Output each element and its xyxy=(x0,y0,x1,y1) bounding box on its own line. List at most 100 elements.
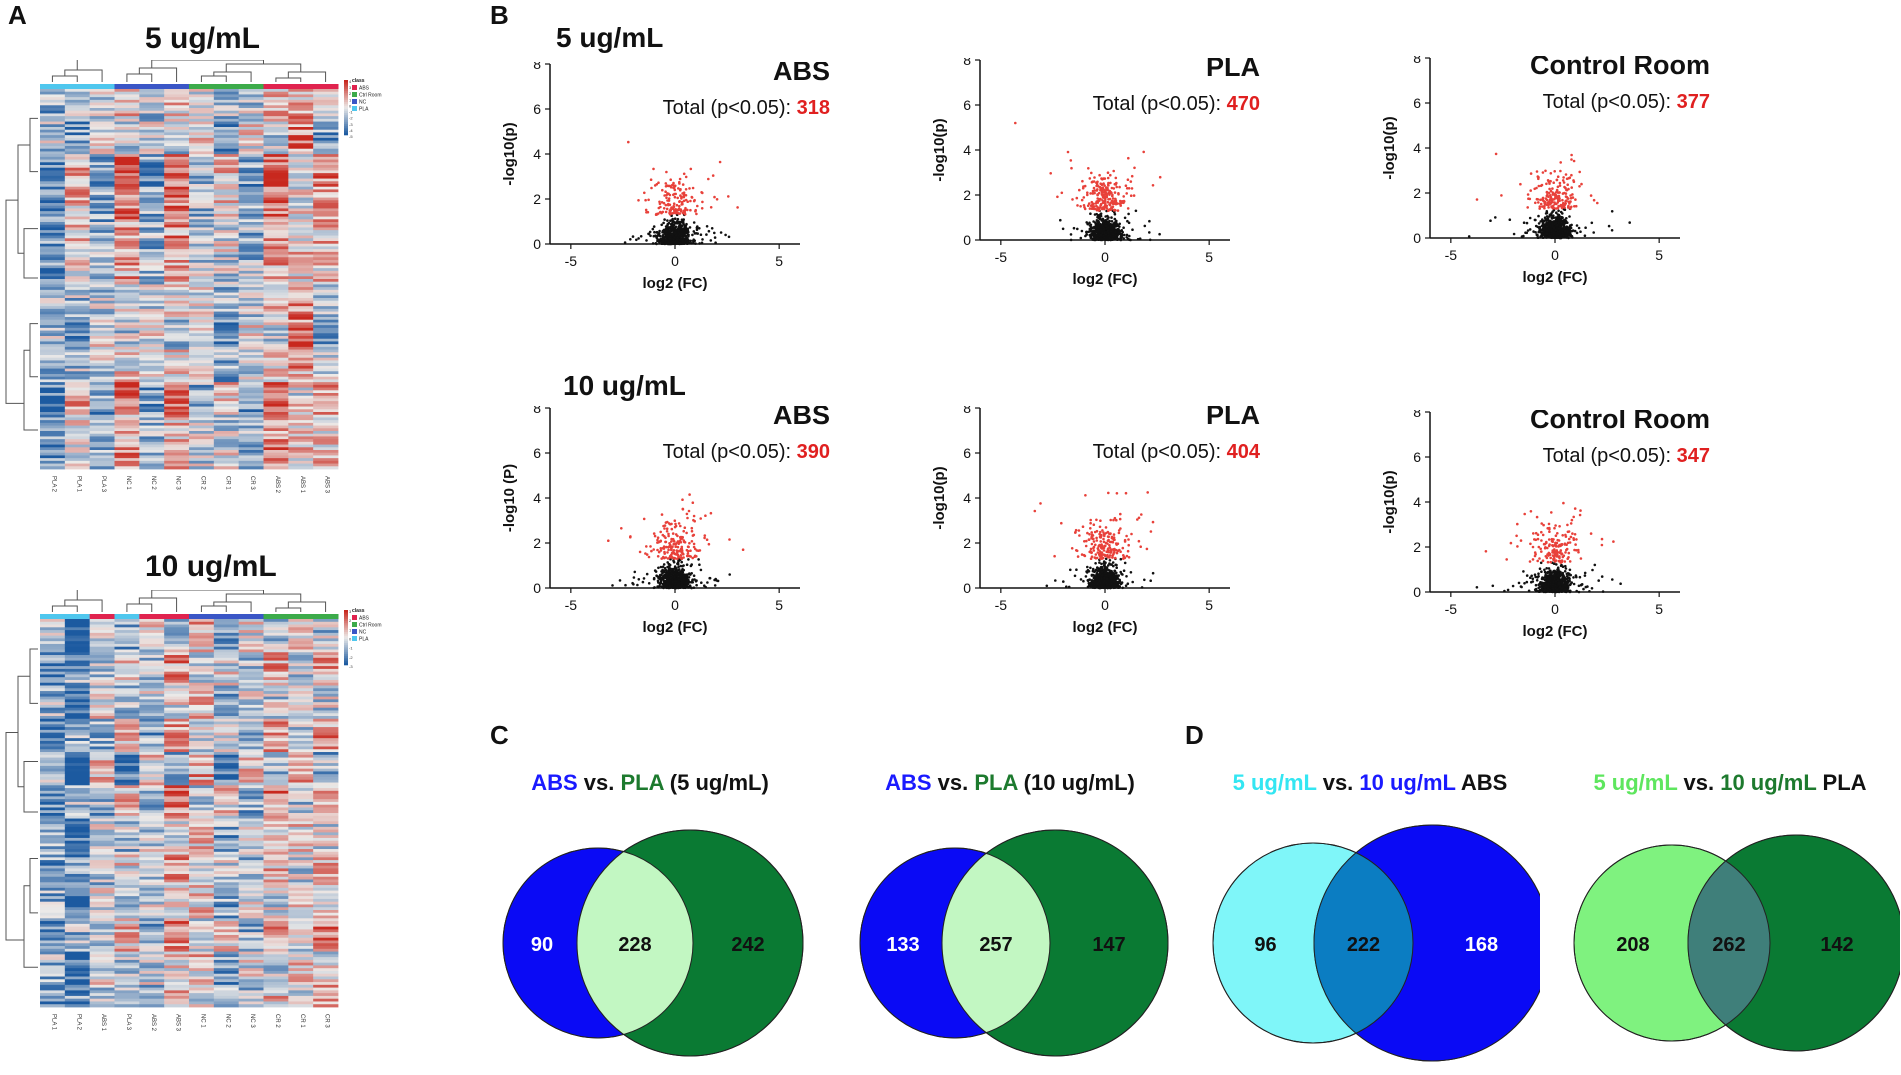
point-significant xyxy=(701,192,704,195)
legend-label: PLA xyxy=(359,637,369,643)
point-nonsignificant xyxy=(1619,582,1622,585)
point-nonsignificant xyxy=(698,563,701,566)
point-significant xyxy=(1542,199,1545,202)
volcano-total: Total (p<0.05): 347 xyxy=(1543,445,1710,467)
point-significant xyxy=(1103,200,1106,203)
point-significant xyxy=(1088,533,1091,536)
point-significant xyxy=(674,545,677,548)
point-nonsignificant xyxy=(720,231,723,234)
point-nonsignificant xyxy=(1115,564,1118,567)
y-tick-label: 8 xyxy=(1413,56,1421,66)
point-significant xyxy=(664,541,667,544)
point-significant xyxy=(693,556,696,559)
point-nonsignificant xyxy=(1576,232,1579,235)
x-tick-label: -5 xyxy=(995,249,1008,265)
point-significant xyxy=(1544,170,1547,173)
scale-tick: -4 xyxy=(349,128,353,133)
point-nonsignificant xyxy=(682,564,685,567)
point-significant xyxy=(704,514,707,517)
point-significant xyxy=(681,498,684,501)
point-nonsignificant xyxy=(1074,575,1077,578)
y-tick-label: 4 xyxy=(963,490,971,506)
point-significant xyxy=(1070,167,1073,170)
point-significant xyxy=(1547,179,1550,182)
point-significant xyxy=(1115,186,1118,189)
point-nonsignificant xyxy=(1545,212,1548,215)
point-nonsignificant xyxy=(1561,217,1564,220)
x-tick-label: 0 xyxy=(1551,247,1559,263)
column-dendrogram xyxy=(52,60,325,82)
point-significant xyxy=(1049,172,1052,175)
point-significant xyxy=(1097,547,1100,550)
point-nonsignificant xyxy=(640,235,643,238)
column-label: NC 1 xyxy=(199,1014,205,1028)
point-nonsignificant xyxy=(1092,568,1095,571)
point-significant xyxy=(1500,194,1503,197)
point-significant xyxy=(1541,184,1544,187)
point-nonsignificant xyxy=(652,228,655,231)
point-significant xyxy=(693,515,696,518)
volcano-total: Total (p<0.05): 377 xyxy=(1543,91,1710,113)
point-significant xyxy=(1102,207,1105,210)
point-nonsignificant xyxy=(1107,564,1110,567)
point-significant xyxy=(671,212,674,215)
y-tick-label: 2 xyxy=(533,191,541,207)
point-significant xyxy=(629,536,632,539)
point-significant xyxy=(657,555,660,558)
point-nonsignificant xyxy=(1124,562,1127,565)
point-nonsignificant xyxy=(1080,578,1083,581)
point-significant xyxy=(674,189,677,192)
point-nonsignificant xyxy=(1076,228,1079,231)
point-nonsignificant xyxy=(648,233,651,236)
point-nonsignificant xyxy=(1537,231,1540,234)
total-value: 377 xyxy=(1677,91,1710,113)
point-significant xyxy=(673,557,676,560)
point-significant xyxy=(682,508,685,511)
point-significant xyxy=(1530,172,1533,175)
point-nonsignificant xyxy=(1114,231,1117,234)
point-nonsignificant xyxy=(678,225,681,228)
point-significant xyxy=(645,209,648,212)
point-nonsignificant xyxy=(1539,220,1542,223)
point-nonsignificant xyxy=(1579,576,1582,579)
point-significant xyxy=(712,174,715,177)
point-significant xyxy=(679,194,682,197)
point-nonsignificant xyxy=(1091,582,1094,585)
point-nonsignificant xyxy=(1059,219,1062,222)
volcano-title: ABS xyxy=(773,406,830,430)
point-significant xyxy=(665,197,668,200)
point-nonsignificant xyxy=(686,229,689,232)
point-significant xyxy=(1103,533,1106,536)
point-nonsignificant xyxy=(1114,234,1117,237)
point-significant xyxy=(1096,557,1099,560)
point-significant xyxy=(666,208,669,211)
point-nonsignificant xyxy=(1534,231,1537,234)
volcano-title: ABS xyxy=(773,62,830,86)
point-nonsignificant xyxy=(1093,233,1096,236)
point-significant xyxy=(689,209,692,212)
point-significant xyxy=(1543,202,1546,205)
point-significant xyxy=(1100,203,1103,206)
point-significant xyxy=(691,530,694,533)
point-nonsignificant xyxy=(691,579,694,582)
y-tick-label: 0 xyxy=(963,232,971,248)
scale-tick: 3 xyxy=(349,85,352,90)
point-nonsignificant xyxy=(677,566,680,569)
point-significant xyxy=(627,141,630,144)
point-significant xyxy=(1142,151,1145,154)
point-significant xyxy=(686,549,689,552)
point-significant xyxy=(1545,197,1548,200)
point-nonsignificant xyxy=(678,568,681,571)
point-nonsignificant xyxy=(698,227,701,230)
point-significant xyxy=(680,554,683,557)
class-color-bar xyxy=(40,84,339,89)
total-value: 470 xyxy=(1227,93,1260,115)
point-significant xyxy=(1113,533,1116,536)
point-significant xyxy=(1570,158,1573,161)
point-significant xyxy=(1107,539,1110,542)
point-significant xyxy=(1126,555,1129,558)
point-nonsignificant xyxy=(1551,217,1554,220)
point-nonsignificant xyxy=(710,239,713,242)
